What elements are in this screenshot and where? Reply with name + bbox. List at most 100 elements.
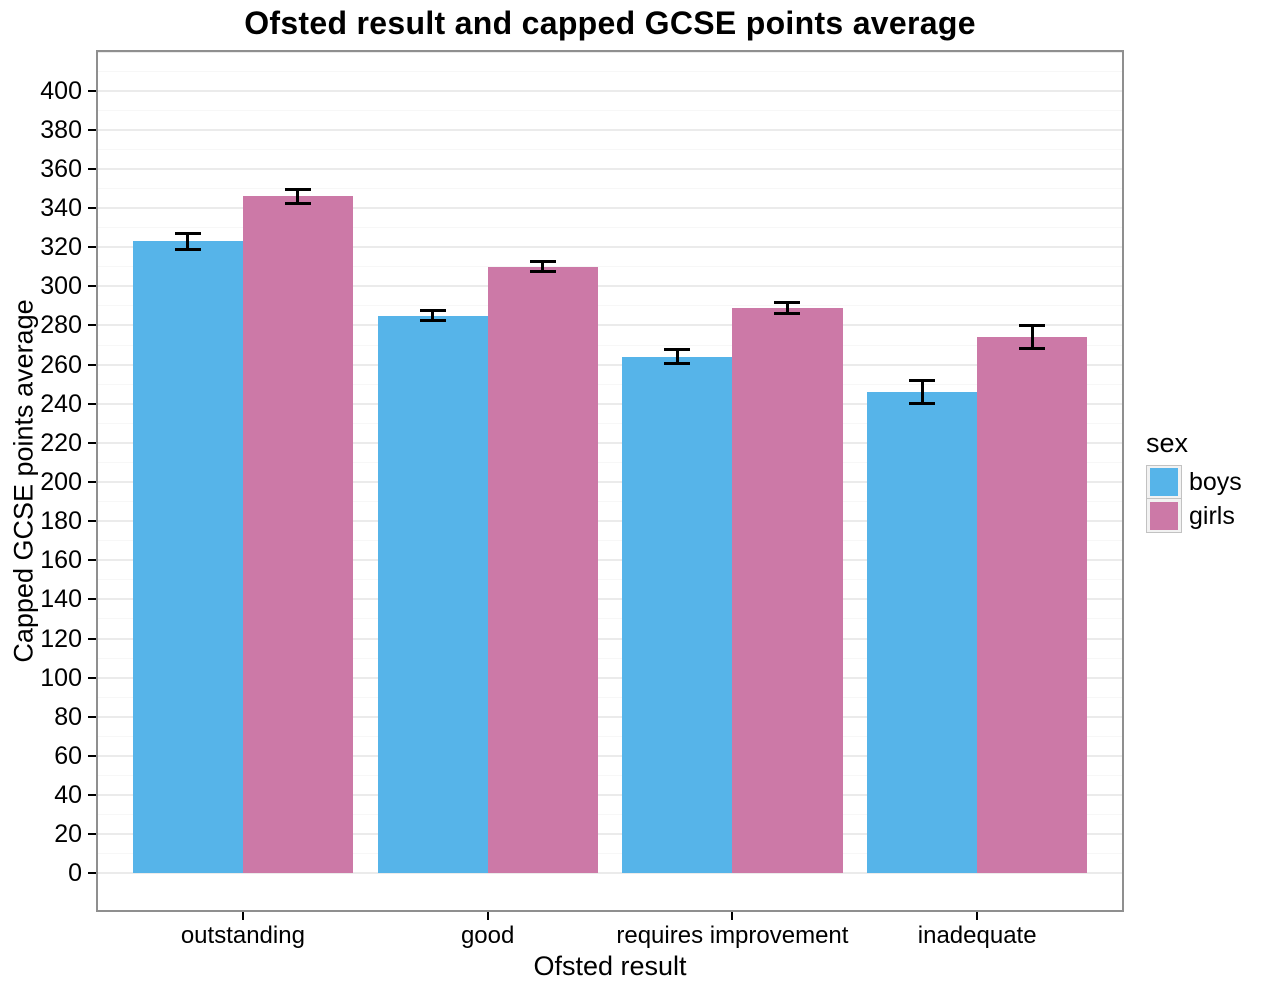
major-gridline [96, 754, 1124, 757]
y-tick-label: 60 [54, 741, 82, 770]
y-tick-label: 200 [40, 468, 82, 496]
major-gridline [96, 794, 1124, 797]
major-gridline [96, 89, 1124, 92]
error-bar-stem [431, 310, 435, 321]
y-tick-mark [88, 872, 96, 875]
y-tick-mark [88, 637, 96, 640]
major-gridline [96, 363, 1124, 366]
y-tick-label: 340 [40, 194, 82, 223]
y-tick-label: 120 [40, 624, 82, 653]
y-tick-label: 20 [54, 820, 82, 849]
legend-swatch-girls [1150, 501, 1178, 530]
legend-label: girls [1189, 501, 1235, 530]
major-gridline [96, 872, 1124, 875]
error-bar-stem [1030, 325, 1034, 349]
y-tick-label: 300 [40, 272, 82, 301]
x-tick-label: inadequate [917, 922, 1037, 949]
error-bar-cap-top [529, 260, 556, 264]
error-bar-cap-bottom [529, 270, 556, 274]
major-gridline [96, 715, 1124, 718]
minor-gridline [96, 70, 1124, 72]
legend-title: sex [1146, 428, 1189, 458]
y-tick-mark [88, 520, 96, 523]
major-gridline [96, 559, 1124, 562]
y-tick-label: 240 [40, 389, 82, 418]
error-bar-cap-top [909, 378, 936, 382]
error-bar-cap-top [419, 309, 446, 313]
minor-gridline [96, 853, 1124, 855]
bar-boys-good [377, 315, 488, 874]
major-gridline [96, 167, 1124, 170]
major-gridline [96, 520, 1124, 523]
bar-girls-good [487, 266, 598, 874]
x-tick-mark [241, 912, 244, 920]
legend-entries: boys girls [1146, 465, 1242, 533]
error-bar-stem [920, 380, 924, 404]
y-tick-mark [88, 441, 96, 444]
legend-label: boys [1189, 467, 1242, 496]
minor-gridline [96, 540, 1124, 542]
error-bar-cap-bottom [284, 201, 311, 205]
y-tick-mark [88, 324, 96, 327]
major-gridline [96, 324, 1124, 327]
plot-panel [96, 50, 1124, 912]
y-tick-mark [88, 285, 96, 288]
y-tick-mark [88, 833, 96, 836]
error-bar-stem [541, 261, 545, 272]
legend-entry-girls: girls [1146, 499, 1242, 533]
y-tick-label: 400 [40, 76, 82, 105]
minor-gridline [96, 109, 1124, 111]
y-tick-mark [88, 481, 96, 483]
legend-key-boys [1146, 465, 1182, 499]
minor-gridline [96, 383, 1124, 385]
y-tick-mark [88, 89, 96, 92]
y-tick-label: 80 [54, 702, 82, 731]
y-tick-mark [88, 363, 96, 366]
x-tick-label: requires improvement [616, 922, 849, 949]
error-bar-cap-bottom [774, 312, 801, 316]
error-bar-stem [186, 233, 190, 250]
error-bar-cap-top [174, 232, 201, 236]
legend-swatch-boys [1150, 468, 1178, 496]
y-tick-mark [88, 559, 96, 562]
y-tick-label: 100 [40, 663, 82, 692]
y-tick-mark [88, 598, 96, 601]
error-bar-cap-top [284, 188, 311, 191]
error-bar-cap-bottom [419, 319, 446, 323]
y-tick-mark [88, 246, 96, 249]
y-tick-label: 180 [40, 507, 82, 536]
bar-boys-inadequate [867, 392, 978, 874]
y-tick-mark [88, 167, 96, 170]
x-axis-title: Ofsted result [533, 951, 687, 981]
y-tick-label: 160 [40, 546, 82, 575]
minor-gridline [96, 657, 1124, 659]
y-tick-mark [88, 715, 96, 718]
minor-gridline [96, 579, 1124, 581]
y-tick-label: 0 [68, 859, 82, 888]
minor-gridline [96, 461, 1124, 463]
y-tick-mark [88, 402, 96, 405]
minor-gridline [96, 188, 1124, 190]
y-tick-mark [88, 794, 96, 797]
error-bar-cap-bottom [664, 362, 691, 366]
error-bar-cap-bottom [1019, 347, 1046, 351]
minor-gridline [96, 422, 1124, 424]
major-gridline [96, 128, 1124, 131]
legend: sex boys girls [1146, 428, 1242, 535]
error-bar-cap-bottom [174, 247, 201, 251]
bar-girls-outstanding [242, 196, 353, 874]
y-tick-label: 40 [54, 781, 82, 810]
bar-boys-outstanding [132, 241, 243, 874]
y-tick-label: 140 [40, 585, 82, 614]
y-tick-label: 220 [40, 428, 82, 457]
minor-gridline [96, 148, 1124, 150]
y-tick-label: 280 [40, 311, 82, 340]
major-gridline [96, 207, 1124, 210]
major-gridline [96, 637, 1124, 640]
y-tick-mark [88, 754, 96, 757]
minor-gridline [96, 227, 1124, 229]
legend-key-girls [1146, 499, 1182, 533]
error-bar-cap-top [1019, 323, 1046, 327]
x-tick-mark [976, 912, 979, 920]
major-gridline [96, 402, 1124, 405]
